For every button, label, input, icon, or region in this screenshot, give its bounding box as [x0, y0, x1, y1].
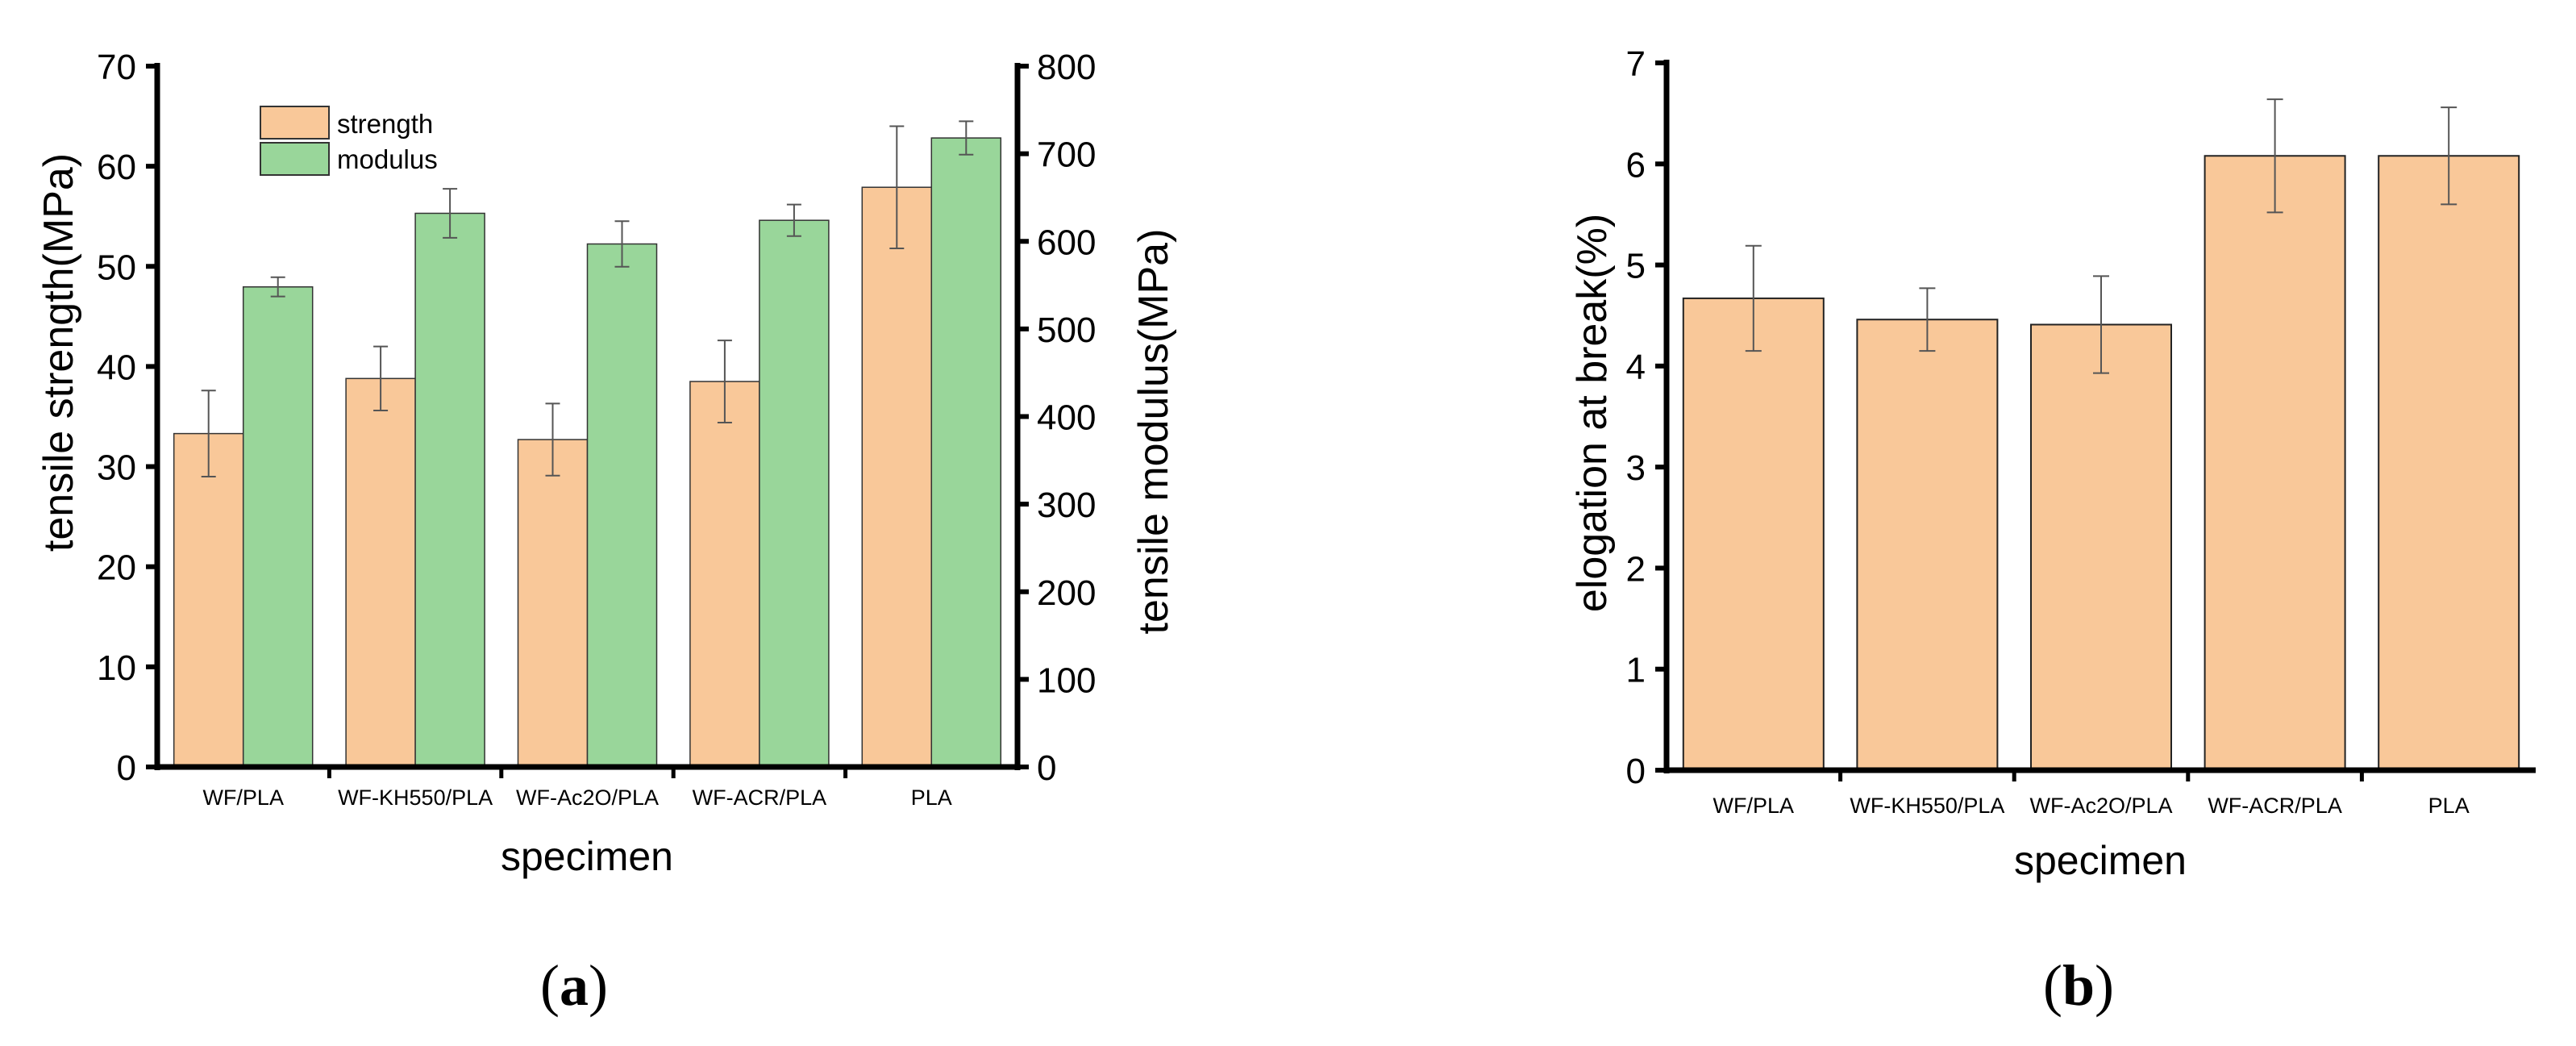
chart-b-left-tick-label: 2: [1626, 549, 1646, 589]
chart-a-x-tick-label: WF/PLA: [202, 786, 284, 810]
chart-a-errorbars: [201, 120, 974, 477]
chart-a-right-tick-label: 400: [1037, 398, 1096, 438]
chart-a-x-tick-label: WF-ACR/PLA: [693, 786, 827, 810]
chart-b-bars: [1682, 155, 2520, 771]
chart-b-x-tick-label: WF-ACR/PLA: [2208, 794, 2342, 818]
chart-a-right-tick-label: 800: [1037, 48, 1096, 87]
bar-modulus: [930, 137, 1002, 768]
legend-label-modulus: modulus: [337, 144, 438, 174]
errorbar-strength: [373, 345, 389, 412]
chart-b-xlabel: specimen: [2014, 838, 2187, 883]
errorbar-elongation: [2093, 275, 2109, 374]
chart-b-left-tick-label: 6: [1626, 145, 1646, 185]
errorbar-elongation: [2441, 106, 2457, 206]
errorbar-strength: [201, 390, 216, 477]
errorbar-modulus: [443, 188, 458, 239]
chart-a-left-tick-label: 0: [117, 748, 136, 788]
chart-b-x-ticks: WF/PLA WF-KH550/PLA WF-Ac2O/PLA WF-ACR/PLA P…: [1713, 770, 2470, 818]
chart-a-x-tick-label: WF-KH550/PLA: [338, 786, 493, 810]
chart-a-right-tick-label: 600: [1037, 223, 1096, 262]
chart-b-errorbars: [1745, 98, 2457, 374]
bar-elongation: [2378, 155, 2520, 771]
chart-b-left-tick-label: 0: [1626, 752, 1646, 791]
bar-modulus: [586, 243, 658, 768]
chart-a-xlabel: specimen: [501, 834, 673, 879]
chart-a-left-tick-label: 20: [97, 548, 136, 588]
chart-b-x-tick-label: WF/PLA: [1713, 794, 1795, 818]
errorbar-modulus: [959, 120, 974, 156]
chart-b-left-tick-label: 7: [1626, 44, 1646, 84]
errorbar-modulus: [786, 203, 801, 237]
bar-elongation: [1856, 319, 1999, 771]
errorbar-strength: [717, 340, 732, 423]
bar-elongation: [2030, 323, 2172, 771]
bar-strength: [689, 381, 760, 768]
chart-b-x-tick-label: WF-Ac2O/PLA: [2029, 794, 2172, 818]
chart-a-left-tick-label: 30: [97, 448, 136, 488]
bar-strength: [173, 432, 244, 768]
bar-modulus: [414, 212, 485, 768]
errorbar-strength: [545, 402, 560, 477]
chart-a-ylabel-right: tensile modulus(MPa): [1130, 229, 1177, 635]
panel-label-b: (b): [2043, 953, 2114, 1018]
chart-a-x-tick-label: PLA: [911, 786, 952, 810]
bar-elongation: [2204, 155, 2346, 771]
bar-strength: [345, 377, 416, 768]
errorbar-elongation: [1745, 244, 1762, 352]
legend-label-strength: strength: [337, 109, 433, 139]
chart-a-x-tick-label: WF-Ac2O/PLA: [516, 786, 659, 810]
chart-a-bars: [173, 137, 1002, 768]
errorbar-elongation: [2266, 98, 2283, 214]
chart-a-left-tick-label: 40: [97, 348, 136, 387]
bar-modulus: [759, 219, 830, 768]
legend-swatch-modulus: [260, 142, 330, 176]
chart-b-x-tick-label: PLA: [2428, 794, 2470, 818]
errorbar-elongation: [1919, 287, 1936, 352]
chart-a-ylabel: tensile strength(MPa): [35, 153, 82, 552]
chart-b-left-ticks: 0 1 2 3 4 5 6 7: [1626, 44, 1667, 791]
errorbar-modulus: [270, 276, 285, 298]
chart-a-left-tick-label: 10: [97, 648, 136, 688]
chart-a-left-ticks: 0 10 20 30 40 50 60 70: [97, 48, 157, 788]
chart-a-right-tick-label: 700: [1037, 135, 1096, 175]
chart-a-x-ticks: WF/PLA WF-KH550/PLA WF-Ac2O/PLA WF-ACR/PLA P…: [202, 767, 952, 810]
chart-b-ylabel: elogation at break(%): [1569, 214, 1616, 612]
chart-a-legend: strength modulus: [260, 106, 438, 176]
chart-a-right-ticks: 0 100 200 300 400 500 600 700 800: [1017, 48, 1096, 788]
bar-modulus: [242, 285, 314, 768]
errorbar-modulus: [614, 220, 630, 268]
chart-a-right-tick-label: 500: [1037, 310, 1096, 350]
legend-swatch-strength: [260, 106, 330, 140]
chart-a-right-tick-label: 300: [1037, 485, 1096, 525]
chart-a: 0 10 20 30 40 50 60 70 0 100 200 300 400 500 600 700 80…: [35, 48, 1177, 1018]
chart-a-left-tick-label: 70: [97, 48, 136, 87]
chart-b-left-tick-label: 4: [1626, 348, 1646, 387]
bar-strength: [861, 186, 933, 768]
errorbar-strength: [889, 125, 905, 249]
chart-a-right-tick-label: 0: [1037, 748, 1056, 788]
bar-elongation: [1682, 297, 1825, 771]
bar-strength: [517, 439, 589, 768]
chart-a-right-tick-label: 200: [1037, 573, 1096, 613]
chart-a-left-tick-label: 60: [97, 148, 136, 187]
chart-b-x-tick-label: WF-KH550/PLA: [1850, 794, 2004, 818]
chart-b-left-tick-label: 1: [1626, 651, 1646, 690]
chart-b-axes: [1663, 60, 2536, 773]
chart-b-left-tick-label: 3: [1626, 448, 1646, 488]
chart-a-right-tick-label: 100: [1037, 661, 1096, 700]
panel-label-a: (a): [540, 953, 608, 1018]
chart-a-left-tick-label: 50: [97, 248, 136, 287]
chart-b-left-tick-label: 5: [1626, 247, 1646, 286]
